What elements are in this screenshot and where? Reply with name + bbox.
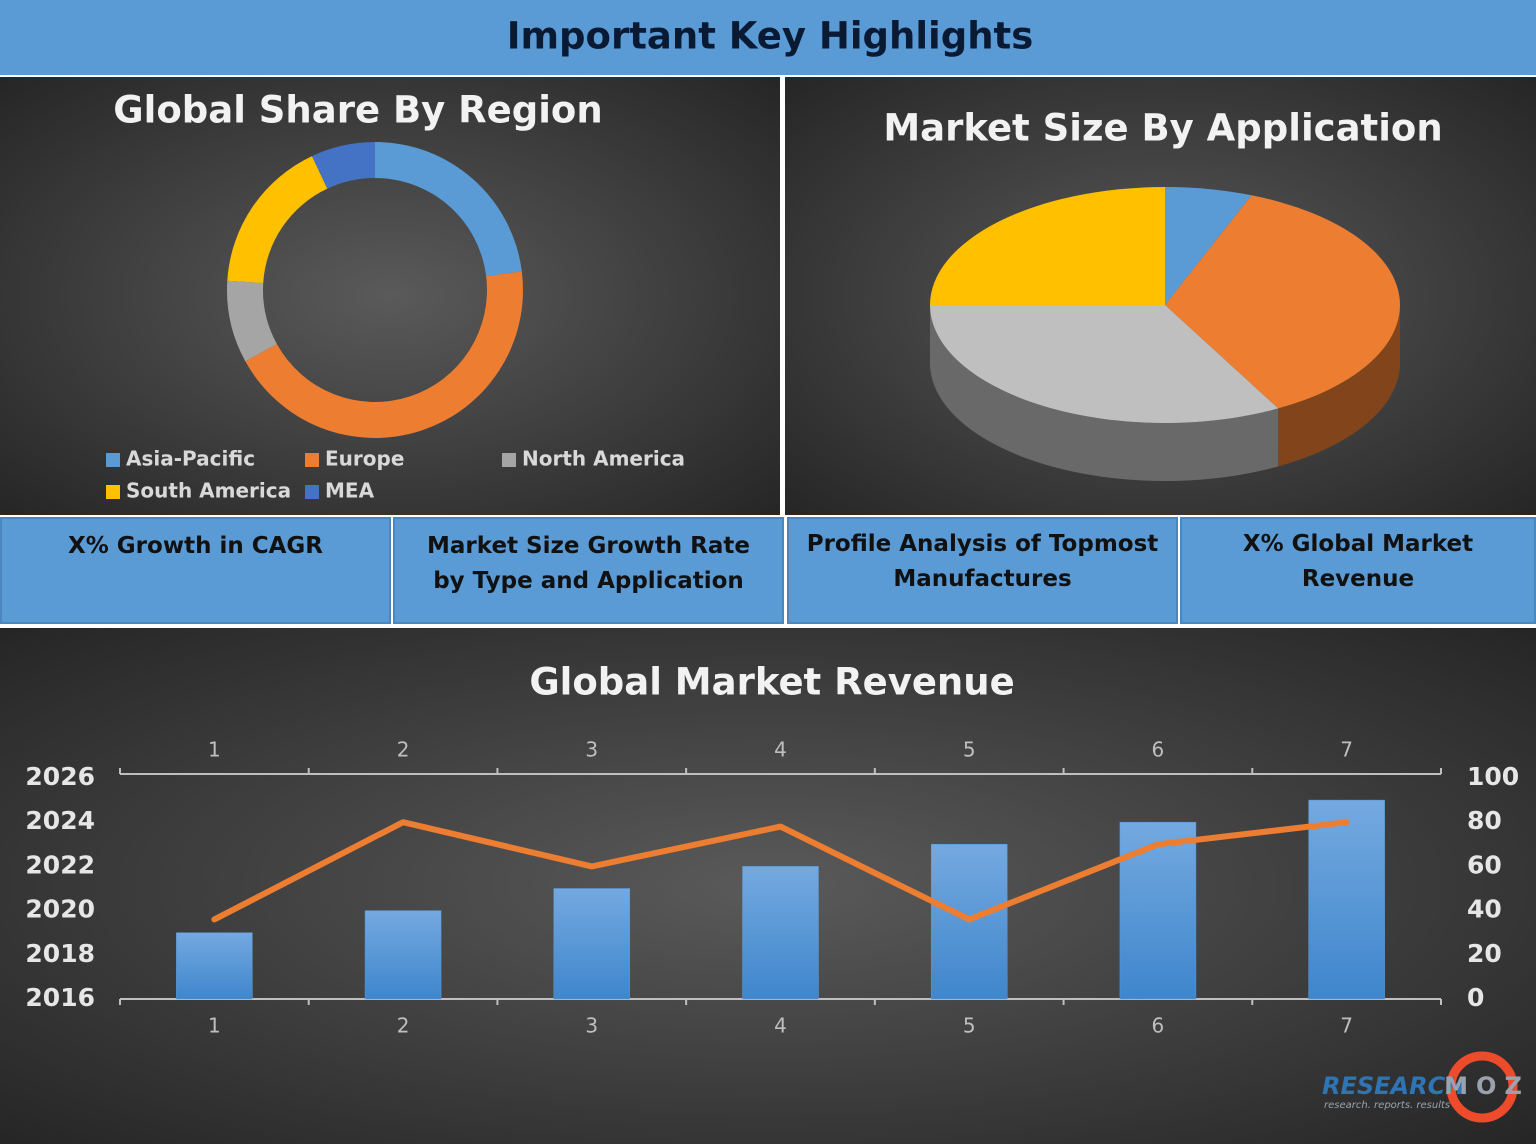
pie-slice <box>930 305 1279 424</box>
legend-label: Europe <box>325 447 404 471</box>
donut-slice <box>245 271 523 438</box>
x-tick-label: 5 <box>963 738 976 762</box>
bar <box>1308 799 1385 1000</box>
bar <box>553 888 631 1000</box>
pie-slice <box>1165 195 1400 409</box>
legend-swatch <box>305 453 319 467</box>
x-tick-label: 6 <box>1152 1014 1165 1038</box>
pie-slice <box>1165 187 1252 305</box>
legend-label: MEA <box>325 479 375 503</box>
legend-swatch <box>502 453 516 467</box>
highlight-box: Profile Analysis of Topmost Manufactures <box>787 517 1178 624</box>
x-tick-label: 4 <box>774 738 787 762</box>
logo-ring <box>1446 1051 1518 1123</box>
x-tick-label: 4 <box>774 1014 787 1038</box>
bar <box>1119 821 1197 1000</box>
logo-tagline: research. reports. results <box>1324 1100 1450 1111</box>
highlight-box: X% Global Market Revenue <box>1180 517 1536 624</box>
y2-tick-label: 80 <box>1467 806 1502 835</box>
pie-side <box>1278 305 1400 467</box>
y-tick-label: 2018 <box>25 939 95 968</box>
bar <box>364 910 442 1000</box>
x-tick-label: 5 <box>963 1014 976 1038</box>
donut-slice <box>311 142 375 189</box>
y-tick-label: 2024 <box>25 806 95 835</box>
bar <box>176 932 253 1000</box>
donut-slice <box>227 156 328 283</box>
legend-swatch <box>106 453 120 467</box>
logo-brand: RESEARCH <box>1322 1072 1465 1100</box>
pie-side <box>930 305 1279 482</box>
x-tick-label: 3 <box>585 1014 598 1038</box>
y-tick-label: 2026 <box>25 762 95 791</box>
highlight-box: X% Growth in CAGR <box>0 517 391 624</box>
y-tick-label: 2022 <box>25 850 95 879</box>
y2-tick-label: 60 <box>1467 850 1502 879</box>
x-tick-label: 1 <box>208 1014 221 1038</box>
highlight-box: Market Size Growth Rate by Type and Appl… <box>393 517 784 624</box>
chart-title: Global Market Revenue <box>529 661 1014 704</box>
header-title: Important Key Highlights <box>507 15 1034 58</box>
y-tick-label: 2016 <box>25 983 95 1012</box>
y2-tick-label: 100 <box>1467 762 1519 791</box>
legend-label: North America <box>522 447 685 471</box>
chart-title: Global Share By Region <box>113 89 602 132</box>
donut-slice <box>227 280 277 362</box>
x-tick-label: 2 <box>397 1014 410 1038</box>
legend-label: South America <box>126 479 291 503</box>
donut-slice <box>375 142 522 276</box>
legend-label: Asia-Pacific <box>126 447 255 471</box>
x-tick-label: 2 <box>397 738 410 762</box>
header-band <box>0 0 1536 75</box>
pie-slice <box>930 187 1165 305</box>
y2-tick-label: 20 <box>1467 939 1502 968</box>
x-tick-label: 1 <box>208 738 221 762</box>
logo-brand2: MOZ <box>1444 1072 1530 1100</box>
bar <box>742 866 819 1000</box>
y2-tick-label: 0 <box>1467 983 1484 1012</box>
y2-tick-label: 40 <box>1467 895 1502 924</box>
x-tick-label: 6 <box>1152 738 1165 762</box>
x-tick-label: 7 <box>1340 738 1353 762</box>
legend-swatch <box>305 485 319 499</box>
chart-title: Market Size By Application <box>883 107 1442 150</box>
line-series <box>211 819 1350 923</box>
x-tick-label: 7 <box>1340 1014 1353 1038</box>
y-tick-label: 2020 <box>25 895 95 924</box>
x-tick-label: 3 <box>585 738 598 762</box>
legend-swatch <box>106 485 120 499</box>
